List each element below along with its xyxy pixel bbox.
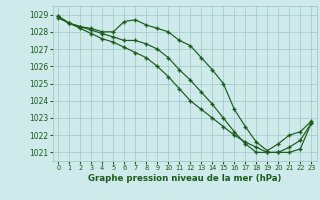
X-axis label: Graphe pression niveau de la mer (hPa): Graphe pression niveau de la mer (hPa) [88, 174, 282, 183]
